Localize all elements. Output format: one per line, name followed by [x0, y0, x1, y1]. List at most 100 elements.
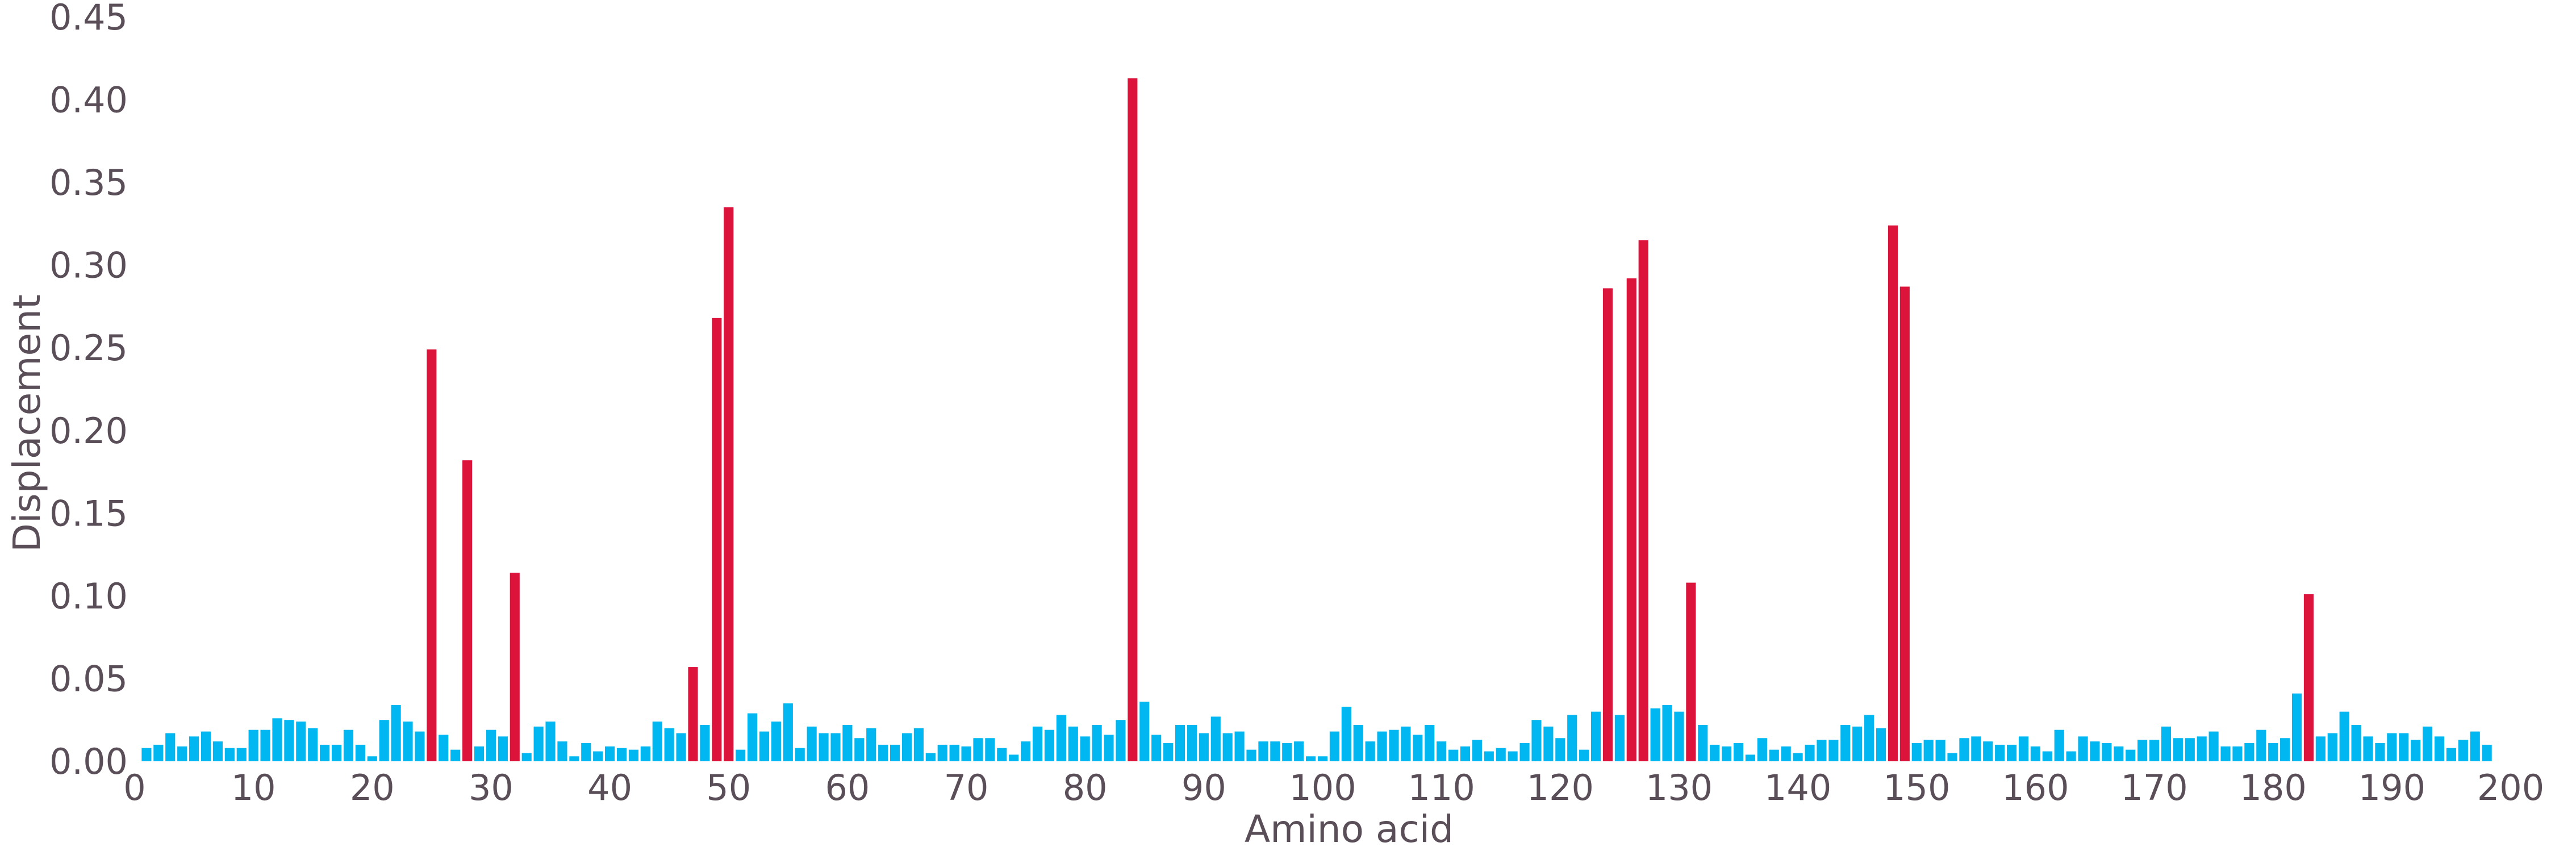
x-tick-label: 10 [231, 767, 276, 808]
bar-18 [343, 729, 354, 761]
bar-77 [1044, 729, 1055, 761]
x-tick-label: 170 [2120, 767, 2187, 808]
x-tick-label: 190 [2358, 767, 2425, 808]
bar-19 [355, 744, 365, 761]
x-tick-label: 60 [825, 767, 870, 808]
bar-27 [450, 749, 461, 761]
bar-118 [1531, 720, 1542, 761]
bar-174 [2197, 736, 2207, 761]
x-tick-label: 30 [469, 767, 513, 808]
bar-120 [1555, 738, 1565, 761]
bar-69 [949, 744, 959, 761]
bar-79 [1068, 726, 1078, 761]
x-tick-label: 50 [706, 767, 751, 808]
bar-24 [415, 731, 425, 761]
bar-67 [925, 753, 936, 761]
bar-130 [1674, 711, 1684, 761]
bar-61 [854, 738, 865, 761]
bar-35 [545, 722, 556, 761]
bar-181 [2280, 738, 2290, 761]
bar-14 [296, 722, 306, 761]
bar-68 [937, 744, 947, 761]
bar-185 [2327, 733, 2337, 761]
bar-171 [2161, 726, 2172, 761]
bar-48 [700, 724, 710, 761]
bar-176 [2220, 746, 2231, 761]
bar-184 [2315, 736, 2326, 761]
bar-175 [2208, 731, 2219, 761]
y-tick-label: 0.25 [49, 327, 128, 369]
x-tick-label: 80 [1063, 767, 1108, 808]
bar-74 [1009, 754, 1019, 761]
bar-41 [616, 748, 627, 761]
bar-33 [521, 753, 532, 761]
x-tick-label: 200 [2477, 767, 2544, 808]
bar-148 [1888, 225, 1898, 761]
bar-91 [1210, 716, 1221, 761]
bar-6 [201, 731, 211, 761]
bar-101 [1329, 731, 1339, 761]
bar-59 [830, 733, 841, 761]
bar-2 [153, 744, 164, 761]
bar-9 [236, 748, 247, 761]
bar-52 [748, 713, 758, 761]
bar-65 [901, 733, 912, 761]
y-tick-label: 0.10 [49, 576, 128, 617]
bar-104 [1365, 741, 1375, 761]
bar-80 [1080, 736, 1090, 761]
bar-186 [2339, 711, 2349, 761]
bar-179 [2256, 729, 2266, 761]
bar-192 [2411, 740, 2421, 761]
bar-5 [189, 736, 199, 761]
bar-32 [510, 573, 520, 761]
bar-197 [2470, 731, 2480, 761]
bar-56 [795, 748, 805, 761]
x-axis-ticks: 0 10 20 30 40 50 60 70 80 90 100 110 120 130 140 150 160… [123, 767, 2544, 808]
bar-73 [997, 748, 1007, 761]
bar-66 [913, 728, 924, 761]
bar-112 [1460, 746, 1471, 761]
y-tick-label: 0.30 [49, 245, 128, 286]
bar-38 [581, 743, 591, 761]
bar-117 [1519, 743, 1530, 761]
bar-145 [1852, 726, 1863, 761]
bar-142 [1817, 740, 1827, 761]
bar-95 [1258, 741, 1268, 761]
bar-166 [2102, 743, 2112, 761]
bar-46 [676, 733, 686, 761]
bar-88 [1175, 724, 1185, 761]
bar-1 [141, 748, 152, 761]
bar-4 [177, 746, 187, 761]
bar-57 [807, 726, 817, 761]
bar-162 [2054, 729, 2064, 761]
x-tick-label: 20 [350, 767, 395, 808]
bar-106 [1389, 729, 1399, 761]
bar-141 [1805, 744, 1815, 761]
bar-132 [1698, 724, 1708, 761]
bar-198 [2482, 744, 2492, 761]
y-tick-label: 0.15 [49, 493, 128, 534]
bar-172 [2173, 738, 2183, 761]
bar-126 [1626, 278, 1636, 762]
bar-62 [866, 728, 876, 761]
bar-78 [1056, 715, 1066, 761]
bar-17 [331, 744, 342, 761]
bar-89 [1187, 724, 1197, 761]
bar-124 [1602, 288, 1613, 761]
y-axis-title: Displacement [5, 294, 49, 552]
bar-170 [2149, 740, 2160, 761]
bar-75 [1021, 741, 1031, 761]
y-tick-label: 0.35 [49, 162, 128, 203]
bar-25 [427, 349, 437, 761]
bar-158 [2006, 744, 2017, 761]
bar-31 [498, 736, 508, 761]
bar-134 [1722, 746, 1732, 761]
bar-44 [652, 722, 662, 761]
bar-109 [1425, 724, 1435, 761]
bar-49 [712, 318, 722, 761]
x-tick-label: 0 [123, 767, 145, 808]
bar-173 [2185, 738, 2195, 761]
bar-37 [569, 756, 579, 761]
bar-127 [1638, 240, 1648, 761]
x-axis-title: Amino acid [1245, 807, 1454, 851]
